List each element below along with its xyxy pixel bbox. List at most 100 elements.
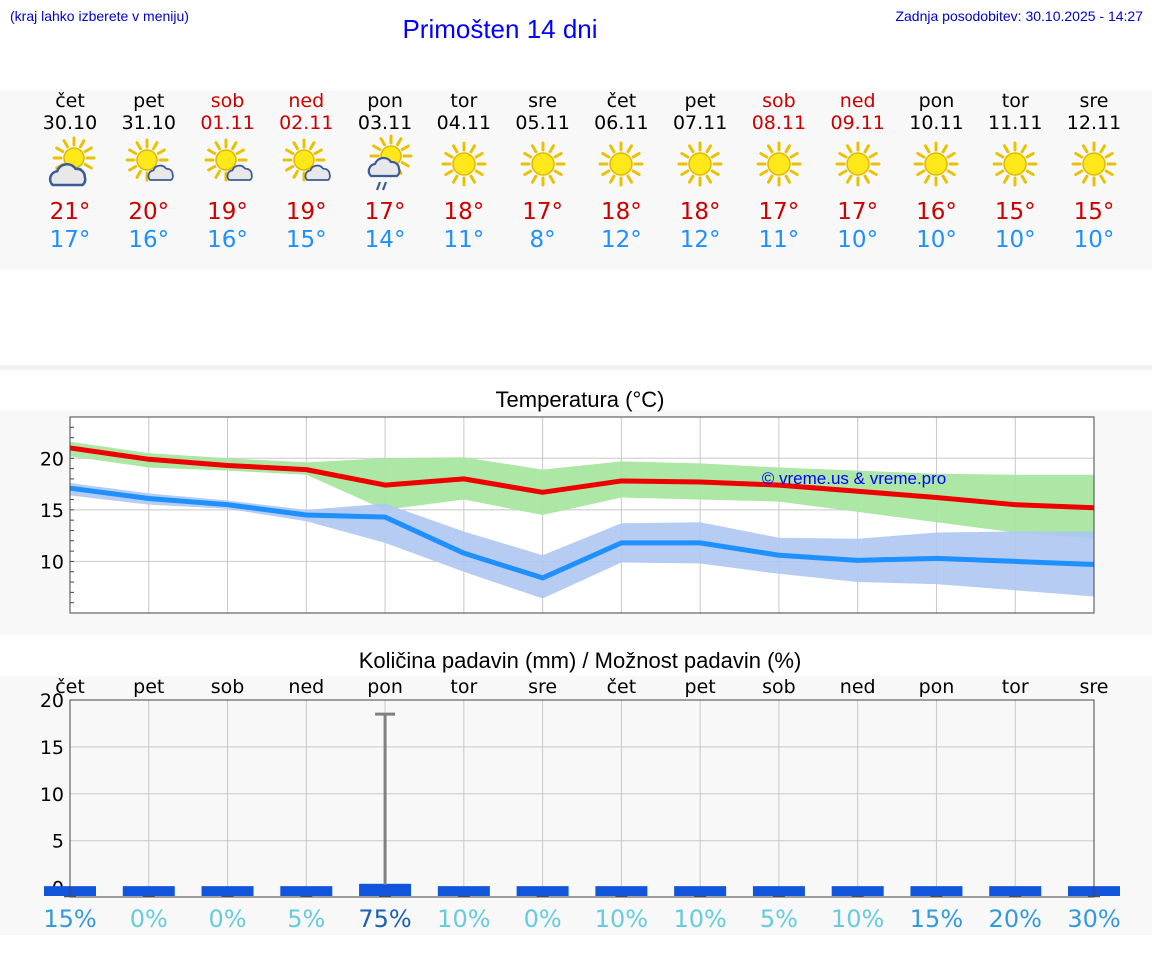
max-temperature: 20°: [128, 199, 170, 225]
min-temperature: 14°: [364, 227, 406, 253]
x-day-label: tor: [1002, 676, 1029, 698]
day-name: tor: [1001, 90, 1029, 112]
day-column: sre 05.11 17° 8°: [503, 90, 583, 254]
x-day-label: pet: [133, 676, 164, 698]
precipitation-probability: 5%: [287, 905, 325, 933]
precipitation-chart-title: Količina padavin (mm) / Možnost padavin …: [358, 648, 802, 673]
watermark: © vreme.us & vreme.pro: [762, 469, 946, 488]
sun-icon: [756, 141, 802, 187]
sun-small-cloud-icon: [204, 138, 253, 182]
day-date: 05.11: [515, 112, 570, 134]
precipitation-probability: 30%: [1067, 905, 1120, 933]
min-temperature: 16°: [128, 227, 170, 253]
day-date: 12.11: [1066, 112, 1122, 134]
x-day-label: sob: [762, 676, 796, 698]
precipitation-probability: 15%: [910, 905, 963, 933]
max-temperature: 18°: [679, 199, 721, 225]
max-temperature-range-band: [70, 441, 1094, 539]
sun-rain-icon: [367, 134, 413, 191]
day-column: pet 07.11 18° 12°: [660, 90, 740, 254]
day-date: 01.11: [200, 112, 255, 134]
min-temperature: 11°: [758, 227, 800, 253]
precipitation-bar: [122, 886, 175, 896]
day-column: tor 04.11 18° 11°: [424, 90, 504, 254]
sun-small-cloud-icon: [125, 138, 174, 182]
daily-forecast-strip: čet 30.10 21° 17° pet 31.10 20° 16° sob 01.11 1…: [0, 90, 1152, 270]
x-day-label: sob: [211, 676, 245, 698]
day-date: 02.11: [279, 112, 334, 134]
sun-icon: [520, 141, 566, 187]
day-column: sre 12.11 15° 10°: [1054, 90, 1134, 254]
day-date: 07.11: [672, 112, 728, 134]
precipitation-bar: [831, 886, 884, 896]
sun-icon: [441, 141, 487, 187]
day-date: 06.11: [594, 112, 649, 134]
min-temperature: 8°: [529, 227, 556, 253]
precipitation-bar: [516, 886, 569, 896]
y-tick-label: 5: [52, 831, 64, 853]
y-tick-label: 10: [40, 784, 64, 806]
day-date: 30.10: [42, 112, 98, 134]
day-name: sre: [528, 90, 558, 112]
precipitation-probability: 0%: [130, 905, 168, 933]
day-name: ned: [839, 90, 876, 112]
max-temperature-line: [69, 445, 1095, 511]
min-temperature: 16°: [207, 227, 248, 253]
day-name: pon: [918, 90, 955, 112]
sun-icon: [913, 141, 959, 187]
sun-icon: [598, 141, 644, 187]
max-temperature: 21°: [49, 199, 91, 225]
day-name: pon: [367, 90, 403, 112]
day-name: ned: [288, 90, 325, 112]
x-day-label: čet: [607, 676, 637, 698]
day-column: čet 30.10 21° 17°: [30, 90, 110, 254]
day-column: ned 09.11 17° 10°: [818, 90, 898, 254]
x-day-label: čet: [55, 676, 85, 698]
y-tick-label: 15: [40, 500, 64, 522]
day-date: 04.11: [436, 112, 492, 134]
precipitation-bar: [674, 886, 727, 896]
x-day-label: pon: [919, 676, 955, 698]
day-column: pet 31.10 20° 16°: [109, 90, 189, 254]
day-column: sob 01.11 19° 16°: [188, 90, 268, 254]
sun-icon: [992, 141, 1038, 187]
max-temperature: 18°: [443, 199, 485, 225]
min-temperature: 10°: [916, 227, 957, 253]
day-date: 08.11: [751, 112, 807, 134]
day-column: pon 03.11 17° 14°: [345, 90, 425, 254]
min-temperature: 12°: [600, 227, 642, 253]
sun-cloud-icon: [48, 136, 96, 187]
y-tick-label: 15: [40, 737, 64, 759]
day-name: tor: [450, 90, 478, 112]
precipitation-bar: [595, 886, 648, 896]
max-temperature: 15°: [1073, 199, 1115, 225]
min-temperature: 10°: [1073, 227, 1115, 253]
precipitation-probability: 0%: [208, 905, 246, 933]
precipitation-probability: 20%: [989, 905, 1042, 933]
min-temperature: 10°: [837, 227, 879, 253]
min-temperature: 17°: [49, 227, 91, 253]
max-temperature: 19°: [285, 199, 327, 225]
day-name: čet: [606, 90, 637, 112]
y-tick-label: 20: [40, 690, 64, 712]
min-temperature: 10°: [994, 227, 1036, 253]
plot-frame: [69, 416, 1095, 614]
day-name: pet: [133, 90, 165, 112]
max-temperature: 17°: [758, 199, 800, 225]
day-name: sre: [1079, 90, 1109, 112]
precipitation-bar: [359, 883, 412, 896]
max-temperature: 18°: [600, 199, 642, 225]
precipitation-bar: [280, 886, 333, 896]
day-name: čet: [55, 90, 85, 112]
x-day-label: sre: [528, 676, 557, 698]
precipitation-probability: 15%: [43, 905, 96, 933]
sun-icon: [835, 141, 881, 187]
precipitation-probability: 10%: [595, 905, 648, 933]
day-date: 09.11: [830, 112, 885, 134]
temperature-chart-title: Temperatura (°C): [495, 387, 665, 412]
precipitation-bar: [752, 886, 805, 896]
day-name: sob: [762, 90, 796, 112]
sun-icon: [677, 141, 723, 187]
max-temperature: 17°: [522, 199, 563, 225]
